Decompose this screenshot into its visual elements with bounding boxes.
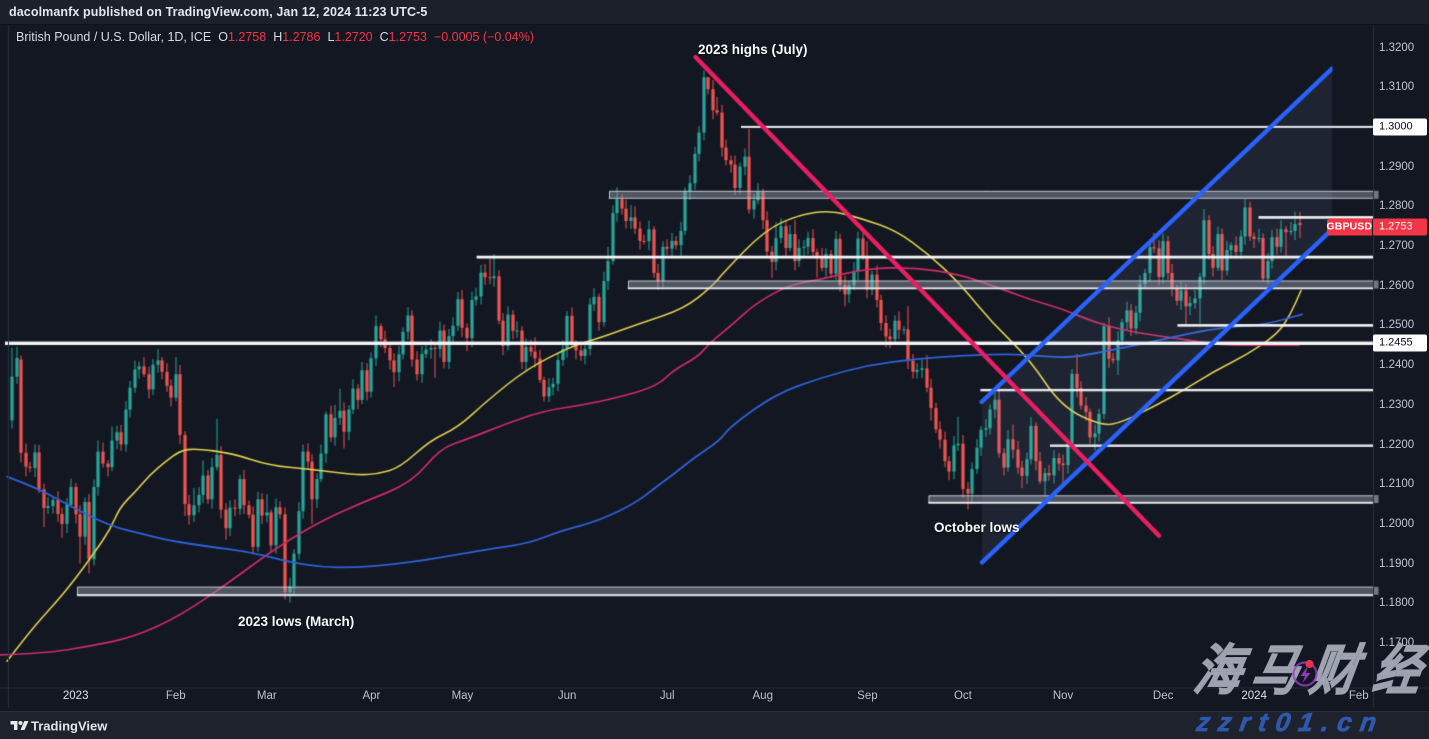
price-axis-label-1.3200: 1.3200 — [1379, 41, 1415, 54]
ohlc-value-C: 1.2753 — [388, 30, 427, 44]
watermark-logo-ring — [1292, 661, 1318, 687]
chart-legend[interactable]: British Pound / U.S. Dollar, 1D, ICE O1.2… — [16, 30, 534, 44]
time-axis-label-May: May — [451, 689, 474, 702]
publish-bar: dacolmanfx published on TradingView.com,… — [0, 0, 1429, 25]
time-axis-label-Jul: Jul — [659, 689, 675, 702]
ohlc-label-L: L — [327, 30, 335, 44]
price-level-label-1.2455: 1.2455 — [1372, 334, 1427, 352]
watermark-url-text: zzrt01.cn — [1194, 707, 1388, 738]
price-axis-label-1.2500: 1.2500 — [1379, 319, 1415, 332]
price-axis-label-1.2000: 1.2000 — [1379, 517, 1415, 530]
time-axis-label-Apr: Apr — [362, 689, 381, 702]
label-october-lows: October lows — [934, 520, 1020, 536]
time-axis-label-Aug: Aug — [752, 689, 773, 702]
price-axis-label-1.1700: 1.1700 — [1379, 637, 1415, 649]
watermark-cjk-char: 海 — [1190, 638, 1248, 702]
symbol-title: British Pound / U.S. Dollar, 1D, ICE — [16, 30, 212, 44]
price-axis-label-1.2400: 1.2400 — [1379, 359, 1415, 372]
price-axis-label-1.2600: 1.2600 — [1379, 279, 1415, 292]
ohlc-label-C: C — [379, 30, 389, 44]
time-axis-label-Nov: Nov — [1052, 689, 1074, 702]
tv-logo-shape-dot — [18, 721, 23, 725]
ohlc-value-O: 1.2758 — [227, 30, 267, 44]
price-level-label-1.3000: 1.3000 — [1372, 118, 1427, 136]
time-axis-label-Mar: Mar — [256, 689, 277, 702]
ohlc-values: O1.2758 H1.2786 L1.2720 C1.2753 — [211, 30, 427, 44]
price-axis-label-1.2300: 1.2300 — [1379, 398, 1415, 411]
price-axis-label-1.2800: 1.2800 — [1379, 200, 1415, 213]
time-axis-label-Dec: Dec — [1152, 689, 1174, 702]
watermark-logo-svg — [1292, 659, 1318, 687]
ohlc-value-L: 1.2720 — [334, 30, 373, 44]
watermark-cjk-char: 经 — [1369, 638, 1427, 702]
ohlc-value-H: 1.2786 — [282, 30, 321, 44]
ohlc-label-H: H — [273, 30, 283, 44]
label-2023-lows: 2023 lows (March) — [237, 614, 355, 630]
price-axis-label-1.2700: 1.2700 — [1379, 240, 1415, 252]
tv-logo-shape-t — [10, 721, 29, 730]
price-axis-label-1.2100: 1.2100 — [1379, 478, 1415, 491]
watermark-logo-dot — [1305, 659, 1314, 669]
footer-bar: TradingView — [0, 711, 1429, 739]
watermark-logo-icon — [1286, 650, 1328, 697]
watermark-logo-bolt — [1300, 666, 1311, 683]
last-price-label: 1.2753 — [1372, 218, 1427, 236]
time-axis-label-Feb: Feb — [165, 689, 186, 702]
symbol-flag-text: GBPUSD — [1326, 220, 1373, 233]
time-axis-label-Sep: Sep — [857, 689, 878, 702]
time-axis-label-Jun: Jun — [557, 689, 577, 702]
tradingview-brand-text[interactable]: TradingView — [31, 718, 108, 734]
price-axis-label-1.2900: 1.2900 — [1379, 160, 1415, 173]
price-axis-label-1.2200: 1.2200 — [1379, 438, 1415, 451]
tradingview-logo-icon[interactable] — [10, 719, 29, 733]
time-axis-label-Feb: Feb — [1348, 689, 1369, 702]
publish-info-text: dacolmanfx published on TradingView.com,… — [9, 5, 428, 19]
time-axis-label-2024: 2024 — [1241, 689, 1267, 702]
ohlc-label-O: O — [218, 30, 228, 44]
change-value: −0.0005 (−0.04%) — [433, 30, 534, 44]
label-2023-highs: 2023 highs (July) — [698, 41, 808, 57]
price-axis-label-1.1800: 1.1800 — [1379, 597, 1415, 610]
time-axis-label-Oct: Oct — [953, 689, 972, 702]
time-axis-label-2023: 2023 — [62, 689, 89, 702]
price-axis-label-1.1900: 1.1900 — [1379, 557, 1415, 570]
price-axis-label-1.3100: 1.3100 — [1379, 81, 1415, 94]
last-price-value: 1.2753 — [1379, 220, 1413, 233]
symbol-price-flag: GBPUSD — [1326, 218, 1373, 236]
